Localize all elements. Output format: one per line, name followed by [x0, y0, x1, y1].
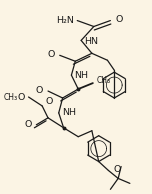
- Text: O: O: [36, 86, 43, 94]
- Text: O: O: [47, 50, 55, 59]
- Text: HN: HN: [84, 37, 98, 46]
- Text: NH: NH: [62, 108, 76, 117]
- Text: H₂N: H₂N: [56, 16, 74, 25]
- Text: O: O: [17, 93, 25, 101]
- Text: O: O: [115, 15, 123, 24]
- Text: CH₃: CH₃: [97, 76, 111, 85]
- Text: O: O: [45, 97, 52, 107]
- Text: NH: NH: [74, 71, 88, 80]
- Text: O: O: [24, 120, 31, 129]
- Text: CH₃: CH₃: [4, 93, 18, 101]
- Text: O: O: [113, 165, 121, 174]
